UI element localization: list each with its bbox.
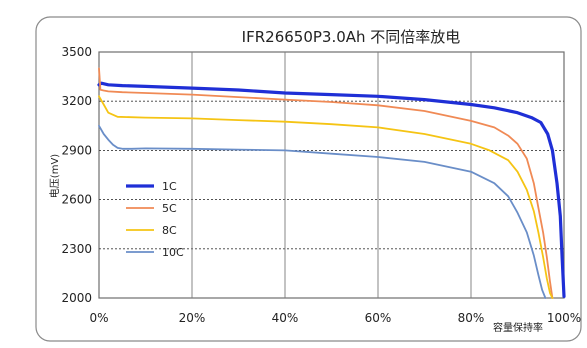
x-tick-label: 40%	[272, 311, 299, 325]
legend-label: 10C	[162, 246, 184, 259]
series-line-8c	[98, 95, 554, 299]
x-tick-label: 100%	[547, 311, 581, 325]
x-tick-label: 80%	[458, 311, 485, 325]
y-tick-label: 2900	[61, 143, 92, 157]
plot-area	[98, 51, 565, 299]
series-line-1c	[97, 81, 566, 298]
y-tick-label: 2300	[61, 242, 92, 256]
legend-entry-8c: 8C	[126, 224, 177, 237]
series-line-5c	[98, 67, 554, 299]
legend-entry-1c: 1C	[126, 180, 177, 193]
x-tick-label: 60%	[365, 311, 392, 325]
x-tick-label: 20%	[179, 311, 206, 325]
y-axis-ticks: 2000 2300 2600 2900 3200 3500	[61, 45, 92, 305]
chart-frame	[35, 16, 582, 342]
legend-entry-10c: 10C	[126, 246, 184, 259]
y-tick-label: 2600	[61, 193, 92, 207]
x-tick-label: 0%	[89, 311, 108, 325]
y-tick-label: 3500	[61, 45, 92, 59]
legend-entry-5c: 5C	[126, 202, 177, 215]
y-tick-label: 3200	[61, 94, 92, 108]
legend-label: 5C	[162, 202, 177, 215]
y-tick-label: 2000	[61, 291, 92, 305]
legend-label: 1C	[162, 180, 177, 193]
y-axis-label: 电压(mV)	[48, 154, 61, 198]
legend: 1C 5C 8C 10C	[126, 180, 184, 259]
chart-title: IFR26650P3.0Ah 不同倍率放电	[242, 28, 461, 46]
x-axis-label: 容量保持率	[493, 321, 543, 334]
series-line-10c	[98, 124, 547, 299]
series-layer	[97, 67, 566, 299]
x-axis-ticks: 0% 20% 40% 60% 80% 100%	[89, 311, 581, 325]
legend-label: 8C	[162, 224, 177, 237]
